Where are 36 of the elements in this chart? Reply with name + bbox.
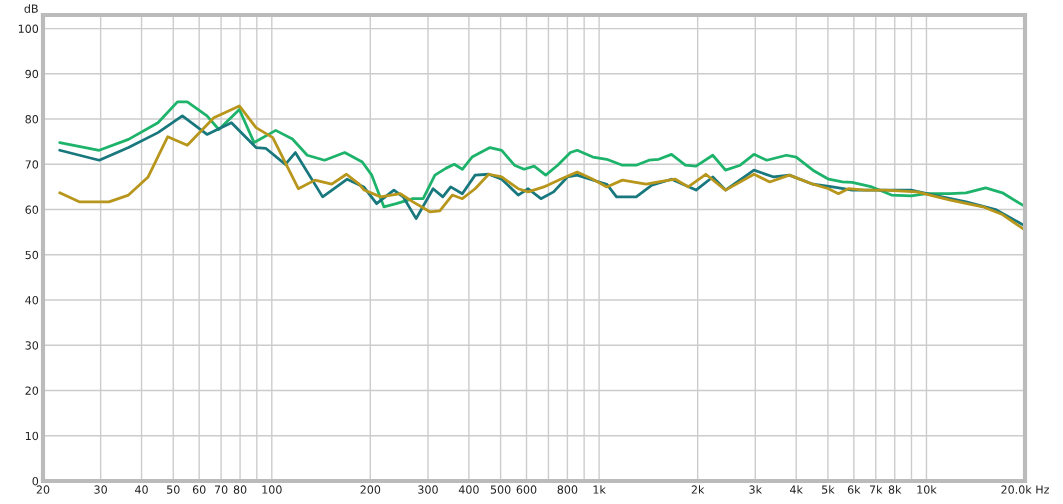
x-tick-label: 300	[418, 485, 438, 494]
x-tick-label: 20.0k Hz	[1001, 485, 1049, 494]
x-tick-label: 7k	[869, 485, 883, 494]
x-tick-label: 200	[360, 485, 381, 494]
x-tick-label: 4k	[790, 485, 803, 494]
x-tick-label: 70	[214, 485, 228, 494]
y-axis-title: dB	[24, 4, 38, 13]
y-tick-label: 80	[25, 115, 39, 124]
x-tick-label: 800	[557, 485, 578, 494]
x-tick-label: 50	[167, 485, 180, 494]
x-tick-label: 80	[233, 485, 247, 494]
y-tick-label: 40	[25, 296, 39, 305]
x-tick-label: 1k	[593, 485, 606, 494]
y-tick-label: 30	[25, 341, 39, 350]
y-tick-label: 60	[25, 205, 39, 214]
y-tick-label: 100	[18, 24, 39, 33]
x-tick-label: 400	[458, 485, 479, 494]
x-tick-label: 60	[192, 485, 206, 494]
x-tick-label: 3k	[749, 485, 763, 494]
x-tick-label: 600	[516, 485, 537, 494]
x-tick-label: 8k	[888, 485, 902, 494]
y-tick-label: 20	[25, 386, 39, 395]
y-tick-label: 10	[25, 431, 39, 441]
x-tick-label: 500	[490, 485, 511, 494]
x-tick-label: 100	[262, 485, 282, 494]
x-tick-label: 6k	[847, 485, 861, 494]
x-tick-label: 40	[135, 485, 148, 494]
x-tick-label: 5k	[822, 485, 835, 494]
x-tick-label: 30	[94, 485, 107, 494]
y-tick-label: 0	[32, 476, 39, 486]
x-tick-label: 2k	[691, 485, 705, 494]
x-tick-label: 10k	[917, 485, 937, 494]
y-tick-label: 70	[25, 160, 39, 169]
y-tick-label: 90	[25, 69, 39, 79]
y-tick-label: 50	[25, 250, 39, 260]
x-tick-label: 20	[36, 485, 50, 494]
